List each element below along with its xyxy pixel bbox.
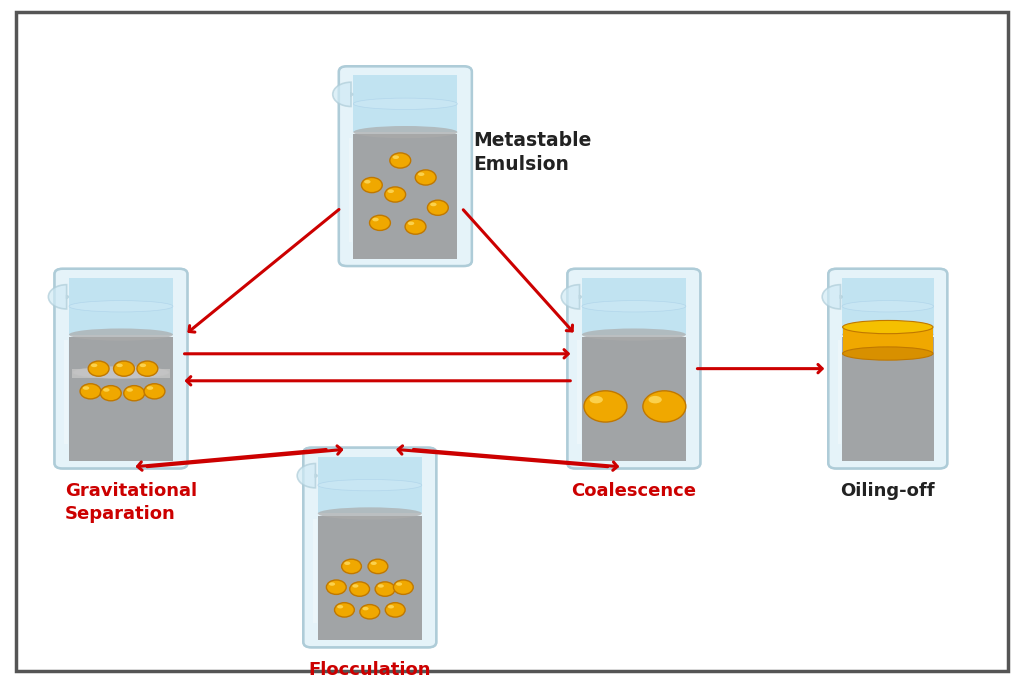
Bar [65,340,68,444]
Ellipse shape [83,386,89,390]
Bar [73,369,170,378]
Ellipse shape [124,385,144,401]
Ellipse shape [327,580,346,594]
Wedge shape [48,284,69,309]
Ellipse shape [353,126,458,138]
Bar [317,457,422,513]
Ellipse shape [342,559,361,574]
Ellipse shape [139,363,146,367]
Ellipse shape [385,187,406,202]
FancyBboxPatch shape [567,269,700,469]
Bar [69,278,173,335]
Bar [353,76,458,132]
Wedge shape [822,284,842,309]
Bar [842,278,934,335]
Ellipse shape [137,361,158,376]
Bar [69,337,173,461]
Bar [353,134,458,258]
Ellipse shape [648,396,662,403]
Ellipse shape [408,221,415,225]
Ellipse shape [388,605,394,609]
Ellipse shape [88,361,109,376]
Ellipse shape [368,559,388,574]
Ellipse shape [365,180,371,183]
Ellipse shape [387,190,394,193]
Ellipse shape [385,602,406,617]
Ellipse shape [100,385,121,401]
Ellipse shape [127,388,133,392]
Ellipse shape [103,388,110,392]
FancyBboxPatch shape [339,66,472,266]
Ellipse shape [584,391,627,422]
Bar [313,519,316,623]
Ellipse shape [842,328,934,341]
Ellipse shape [344,561,350,565]
Ellipse shape [352,584,358,587]
Bar [578,340,581,444]
Bar [843,327,933,354]
Ellipse shape [317,507,422,519]
FancyBboxPatch shape [303,448,436,647]
Ellipse shape [80,384,101,399]
Ellipse shape [362,607,369,610]
Text: Coalescence: Coalescence [571,482,696,500]
FancyBboxPatch shape [54,269,187,469]
Text: Metastable
Emulsion: Metastable Emulsion [473,131,592,174]
Bar [842,337,934,461]
Ellipse shape [114,361,134,376]
Bar [838,340,841,444]
Ellipse shape [359,605,380,619]
Ellipse shape [371,561,377,565]
Ellipse shape [335,602,354,617]
Ellipse shape [378,584,384,587]
Ellipse shape [590,396,603,403]
Ellipse shape [430,203,436,206]
Ellipse shape [843,320,933,334]
Text: Gravitational
Separation: Gravitational Separation [65,482,197,523]
Wedge shape [333,82,352,106]
Text: Flocculation: Flocculation [308,661,431,679]
Ellipse shape [375,582,395,596]
Ellipse shape [69,328,173,341]
Bar [317,516,422,640]
Ellipse shape [390,153,411,168]
Bar [582,337,686,461]
Ellipse shape [393,580,414,594]
Ellipse shape [91,363,97,367]
Wedge shape [297,464,317,488]
Ellipse shape [582,328,686,341]
Ellipse shape [146,386,154,390]
Ellipse shape [317,480,422,491]
Ellipse shape [418,172,424,176]
Ellipse shape [582,301,686,312]
Ellipse shape [350,582,370,596]
Ellipse shape [73,366,169,379]
Ellipse shape [373,218,379,221]
Ellipse shape [337,605,343,609]
Ellipse shape [353,98,458,109]
Ellipse shape [842,301,934,312]
Ellipse shape [427,200,449,215]
Ellipse shape [370,215,390,230]
Ellipse shape [329,583,335,586]
Bar [349,138,352,242]
Ellipse shape [117,363,123,367]
Ellipse shape [643,391,686,422]
Ellipse shape [406,219,426,234]
Ellipse shape [69,301,173,312]
Bar [582,278,686,335]
Ellipse shape [396,583,402,586]
Ellipse shape [144,384,165,399]
FancyBboxPatch shape [828,269,947,469]
Text: Oiling-off: Oiling-off [841,482,935,500]
Ellipse shape [392,155,399,159]
Ellipse shape [361,177,382,192]
Ellipse shape [416,170,436,185]
Wedge shape [561,284,582,309]
Ellipse shape [843,347,933,360]
